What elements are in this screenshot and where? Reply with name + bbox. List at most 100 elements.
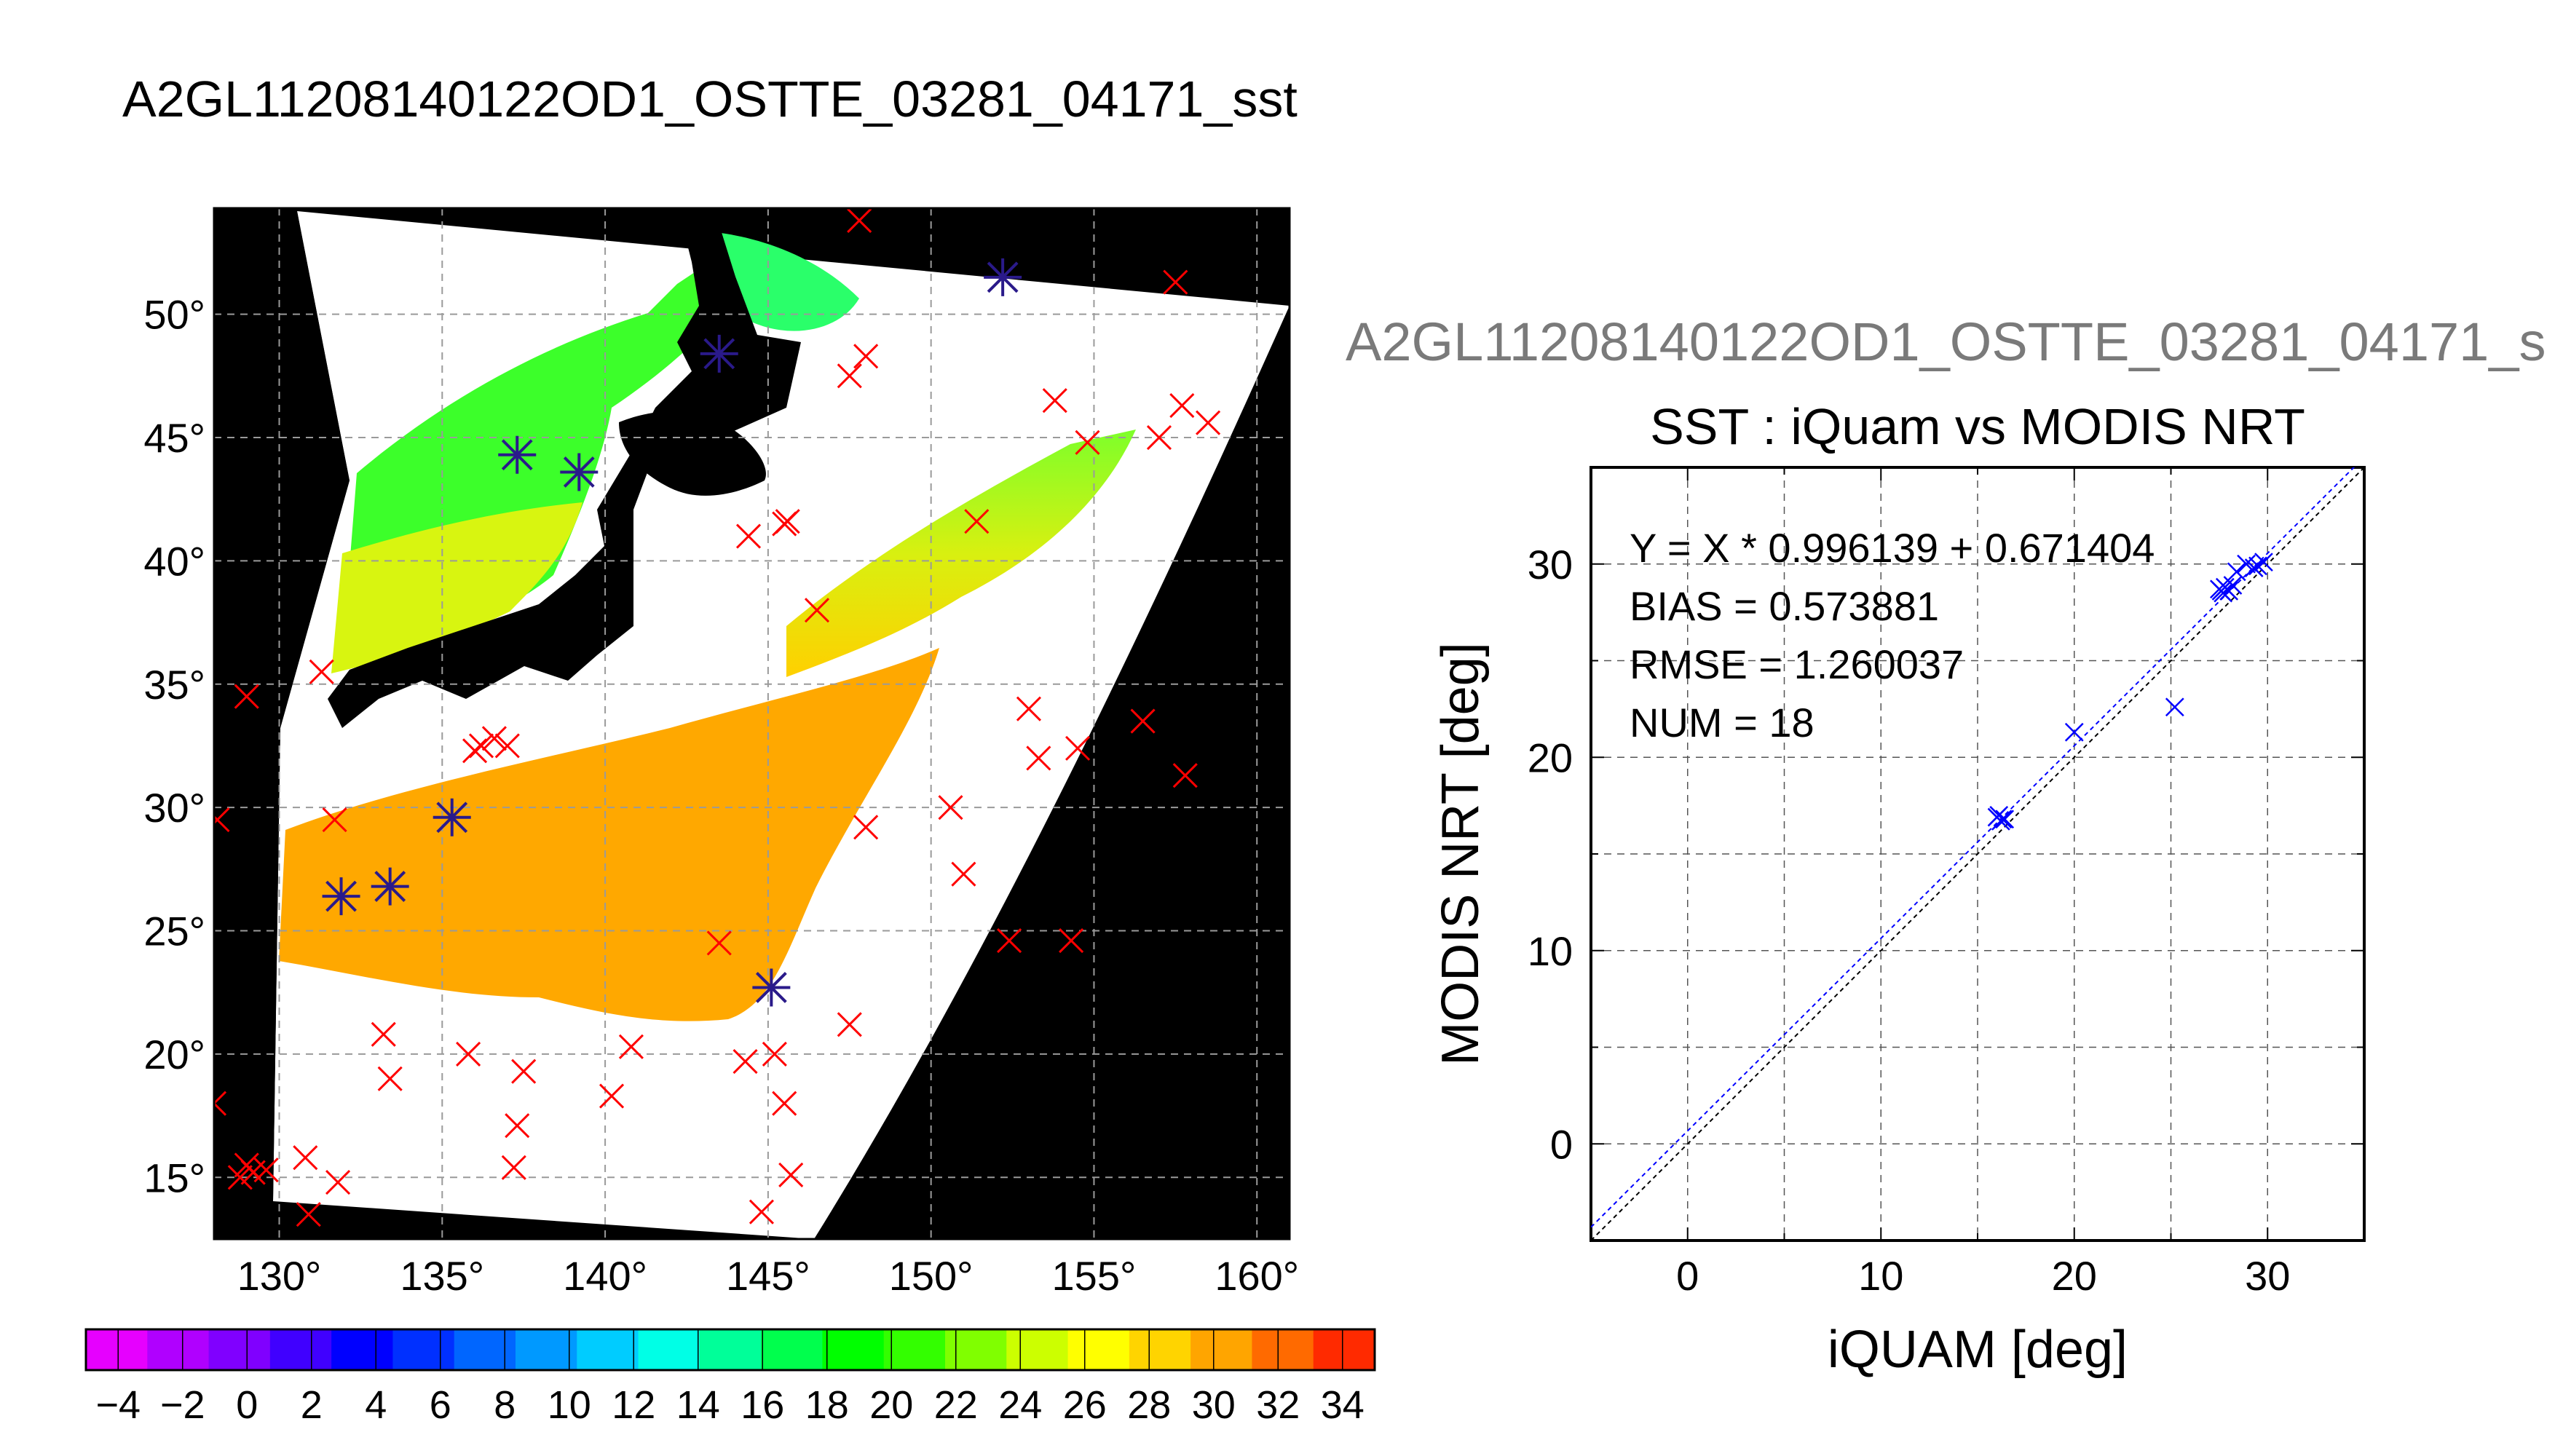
colorbar-cell	[331, 1329, 393, 1370]
fit-line	[1591, 467, 2355, 1228]
scatter-point	[2165, 697, 2184, 717]
map-lat-tick-label: 15°	[143, 1155, 205, 1200]
colorbar-tick-label: −4	[95, 1383, 141, 1427]
colorbar-tick-label: 28	[1127, 1383, 1171, 1427]
colorbar-tick-label: 0	[236, 1383, 258, 1427]
one-to-one-line	[1591, 467, 2364, 1241]
colorbar-tick-label: 10	[548, 1383, 591, 1427]
map-x-marker	[732, 1049, 758, 1075]
map-x-marker	[951, 861, 976, 887]
colorbar-cell	[269, 1329, 332, 1370]
map-x-marker	[1026, 745, 1051, 771]
map-x-marker	[997, 928, 1022, 954]
colorbar-tick-label: 8	[494, 1383, 516, 1427]
map-x-marker	[1059, 928, 1084, 954]
scatter-y-tick-labels: 0 10 20 30	[1528, 542, 1573, 1168]
map-x-marker	[511, 1059, 537, 1084]
scatter-point	[2244, 558, 2264, 577]
map-x-marker	[456, 1041, 481, 1067]
map-lon-tick-label: 155°	[1052, 1253, 1137, 1299]
map-frame	[213, 207, 1291, 1241]
colorbar-cell	[577, 1329, 639, 1370]
map-x-marker	[296, 1202, 321, 1227]
map-x-marker	[749, 1199, 774, 1224]
map-lon-tick-label: 135°	[400, 1253, 484, 1299]
map-x-marker	[377, 1066, 403, 1091]
colorbar-cell	[1067, 1329, 1130, 1370]
scatter-file-title: A2GL11208140122OD1_OSTTE_03281_04171_s	[1346, 312, 2546, 372]
map-x-marker	[322, 807, 347, 833]
colorbar-tick-label: 32	[1256, 1383, 1300, 1427]
colorbar-cell	[638, 1329, 700, 1370]
colorbar-tick-label: 12	[612, 1383, 655, 1427]
map-x-marker	[837, 1012, 862, 1037]
scatter-points	[1987, 553, 2273, 831]
colorbar-cell	[883, 1329, 946, 1370]
map-asterisk-marker	[752, 968, 791, 1007]
colorbar-cell	[945, 1329, 1007, 1370]
map-lon-tick-label: 145°	[726, 1253, 810, 1299]
map-lon-tick-label: 160°	[1215, 1253, 1299, 1299]
scatter-point	[1995, 810, 2015, 829]
map-x-marker	[214, 1091, 227, 1116]
colorbar-cell	[208, 1329, 271, 1370]
colorbar-cell	[1006, 1329, 1069, 1370]
scatter-x-tick-labels: 0 10 20 30	[1676, 1253, 2290, 1299]
map-x-marker	[772, 1091, 797, 1116]
colorbar-tick-labels: −4 −2 0 2 4 6 8 10 12 14 16 18 20 22 24 26 28 30 32 34	[95, 1383, 1364, 1427]
colorbar-tick-label: 22	[934, 1383, 978, 1427]
scatter-point	[1993, 810, 2013, 829]
map-lon-tick-label: 150°	[889, 1253, 974, 1299]
sst-japan-sea-south	[331, 502, 583, 673]
map-x-marker	[494, 733, 520, 759]
map-x-marker	[853, 344, 879, 369]
colorbar-tick-label: 16	[741, 1383, 784, 1427]
scatter-point	[2248, 556, 2267, 576]
map-asterisk-marker	[700, 334, 738, 373]
colorbar-tick-label: −2	[160, 1383, 205, 1427]
sst-pacific-band	[786, 430, 1136, 677]
map-markers	[214, 208, 1221, 1227]
map-x-marker	[371, 1021, 396, 1047]
map-x-marker	[762, 1041, 787, 1067]
map-x-marker	[253, 1158, 279, 1183]
map-x-marker	[853, 815, 879, 840]
colorbar-cell	[699, 1329, 762, 1370]
map-x-marker	[1065, 735, 1091, 761]
map-panel: 130° 135° 140° 145° 150° 155° 160° 15° 20° 25° 30…	[143, 207, 1299, 1299]
map-x-marker	[1042, 388, 1067, 414]
map-x-marker	[481, 726, 507, 751]
colorbar-cell	[147, 1329, 210, 1370]
map-lat-tick-label: 40°	[143, 538, 205, 584]
map-lat-tick-label: 25°	[143, 909, 205, 954]
map-x-marker	[1196, 410, 1221, 435]
map-asterisk-marker	[433, 798, 471, 836]
scatter-annotation: RMSE = 1.260037	[1630, 641, 1964, 687]
map-asterisk-marker	[560, 453, 599, 491]
page-title: A2GL11208140122OD1_OSTTE_03281_04171_sst	[122, 71, 1298, 127]
scatter-point	[2227, 562, 2246, 582]
scatter-reference-lines	[1591, 467, 2364, 1241]
map-x-marker	[234, 684, 259, 709]
colorbar-tick-label: 26	[1063, 1383, 1107, 1427]
colorbar-tick-label: 18	[805, 1383, 849, 1427]
colorbar: −4 −2 0 2 4 6 8 10 12 14 16 18 20 22 24 26 28 30 32 34	[84, 1328, 1376, 1427]
colorbar-cell	[761, 1329, 823, 1370]
map-x-marker	[462, 738, 488, 764]
map-lat-tick-label: 30°	[143, 785, 205, 831]
map-x-marker	[1130, 708, 1156, 734]
colorbar-cell	[392, 1329, 455, 1370]
scatter-x-tick-label: 20	[2052, 1253, 2097, 1299]
colorbar-tick-label: 20	[869, 1383, 913, 1427]
colorbar-cell	[454, 1329, 516, 1370]
map-x-marker	[1016, 696, 1042, 721]
scatter-panel: SST : iQuam vs MODIS NRT 0 10 20 30 0 10 20 30…	[1431, 398, 2366, 1379]
scatter-grid	[1591, 467, 2364, 1241]
scatter-y-tick-label: 30	[1528, 542, 1573, 587]
map-x-marker	[505, 1113, 530, 1139]
map-asterisk-marker	[498, 435, 537, 474]
colorbar-tick-label: 2	[301, 1383, 323, 1427]
scatter-y-tick-label: 0	[1550, 1121, 1573, 1167]
scatter-point	[2064, 722, 2084, 742]
